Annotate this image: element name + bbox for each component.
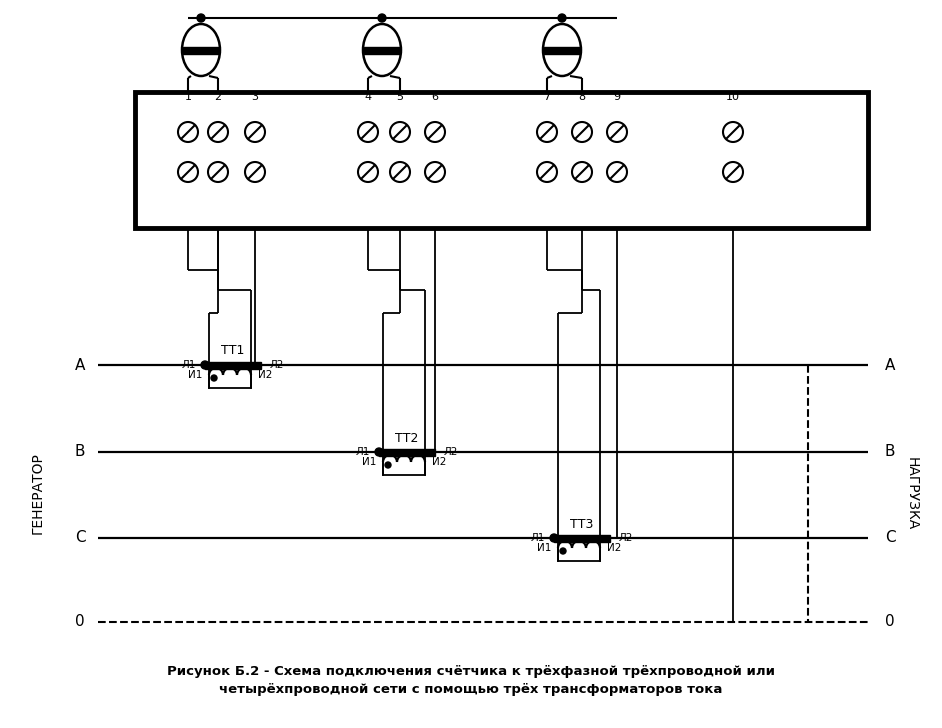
Text: A: A <box>885 357 895 373</box>
Text: 1: 1 <box>185 92 191 102</box>
Circle shape <box>558 14 566 22</box>
Text: Рисунок Б.2 - Схема подключения счётчика к трёхфазной трёхпроводной или: Рисунок Б.2 - Схема подключения счётчика… <box>167 665 775 678</box>
Text: Л2: Л2 <box>444 447 459 457</box>
Text: ГЕНЕРАТОР: ГЕНЕРАТОР <box>31 453 45 534</box>
Text: 8: 8 <box>578 92 586 102</box>
Text: 7: 7 <box>544 92 550 102</box>
Text: C: C <box>885 531 895 545</box>
Circle shape <box>211 375 217 381</box>
Circle shape <box>378 14 386 22</box>
Circle shape <box>201 361 209 369</box>
Text: 0: 0 <box>75 614 85 630</box>
Text: B: B <box>885 445 895 459</box>
Text: 3: 3 <box>252 92 258 102</box>
Bar <box>135 92 868 228</box>
Text: НАГРУЗКА: НАГРУЗКА <box>905 457 919 530</box>
Circle shape <box>197 14 205 22</box>
Bar <box>379 448 435 456</box>
Bar <box>183 47 219 53</box>
Text: И1: И1 <box>187 370 202 380</box>
Text: И2: И2 <box>607 543 622 553</box>
Text: C: C <box>74 531 86 545</box>
Text: 0: 0 <box>885 614 895 630</box>
Text: 9: 9 <box>613 92 621 102</box>
Text: B: B <box>74 445 85 459</box>
Circle shape <box>560 548 566 554</box>
Circle shape <box>375 448 383 456</box>
Text: И2: И2 <box>258 370 272 380</box>
Text: 10: 10 <box>726 92 740 102</box>
Text: 2: 2 <box>215 92 221 102</box>
Text: A: A <box>74 357 85 373</box>
Text: 5: 5 <box>397 92 403 102</box>
Bar <box>205 362 261 368</box>
Bar <box>544 47 580 53</box>
Text: четырёхпроводной сети с помощью трёх трансформаторов тока: четырёхпроводной сети с помощью трёх тра… <box>219 684 723 697</box>
Text: ТТ1: ТТ1 <box>221 344 245 357</box>
Text: Л2: Л2 <box>270 360 284 370</box>
Circle shape <box>385 462 391 468</box>
Text: 4: 4 <box>365 92 371 102</box>
Text: Л1: Л1 <box>182 360 196 370</box>
Bar <box>554 534 610 542</box>
Text: ТТ3: ТТ3 <box>570 518 593 531</box>
Bar <box>364 47 400 53</box>
Text: И2: И2 <box>432 457 447 467</box>
Text: ТТ2: ТТ2 <box>396 432 418 445</box>
Text: Л1: Л1 <box>356 447 370 457</box>
Text: 6: 6 <box>431 92 438 102</box>
Circle shape <box>550 534 558 542</box>
Text: И1: И1 <box>537 543 551 553</box>
Text: И1: И1 <box>362 457 376 467</box>
Text: Л1: Л1 <box>530 533 545 543</box>
Text: Л2: Л2 <box>619 533 633 543</box>
